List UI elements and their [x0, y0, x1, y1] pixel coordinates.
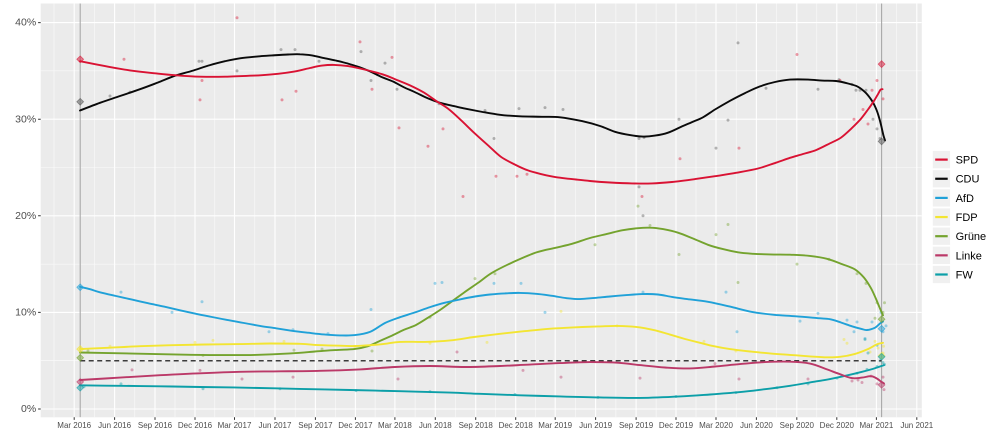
svg-text:Mar 2016: Mar 2016: [57, 421, 91, 430]
svg-text:0%: 0%: [21, 403, 36, 415]
svg-text:Jun 2019: Jun 2019: [579, 421, 612, 430]
svg-text:10%: 10%: [15, 307, 36, 319]
svg-text:20%: 20%: [15, 210, 36, 222]
svg-text:SPD: SPD: [956, 155, 979, 167]
svg-text:Mar 2017: Mar 2017: [218, 421, 252, 430]
svg-text:Jun 2021: Jun 2021: [900, 421, 933, 430]
svg-text:Grüne: Grüne: [956, 231, 987, 243]
svg-text:AfD: AfD: [956, 193, 974, 205]
svg-text:Dec 2020: Dec 2020: [820, 421, 855, 430]
svg-text:Sep 2020: Sep 2020: [780, 421, 815, 430]
svg-text:Dec 2018: Dec 2018: [499, 421, 534, 430]
svg-text:Mar 2019: Mar 2019: [538, 421, 572, 430]
svg-text:Sep 2017: Sep 2017: [298, 421, 333, 430]
svg-text:Dec 2017: Dec 2017: [338, 421, 373, 430]
svg-text:Jun 2016: Jun 2016: [98, 421, 131, 430]
svg-text:Linke: Linke: [956, 250, 982, 262]
svg-text:Jun 2020: Jun 2020: [740, 421, 773, 430]
svg-text:Sep 2019: Sep 2019: [619, 421, 654, 430]
svg-text:Mar 2020: Mar 2020: [699, 421, 733, 430]
svg-text:FDP: FDP: [956, 212, 978, 224]
svg-text:30%: 30%: [15, 113, 36, 125]
svg-text:Mar 2021: Mar 2021: [860, 421, 894, 430]
svg-text:40%: 40%: [15, 17, 36, 29]
svg-text:Dec 2016: Dec 2016: [178, 421, 213, 430]
svg-text:Jun 2018: Jun 2018: [419, 421, 452, 430]
svg-text:CDU: CDU: [956, 174, 980, 186]
svg-text:Sep 2018: Sep 2018: [459, 421, 494, 430]
svg-text:Dec 2019: Dec 2019: [659, 421, 694, 430]
svg-text:Sep 2016: Sep 2016: [138, 421, 173, 430]
svg-text:Jun 2017: Jun 2017: [259, 421, 292, 430]
svg-text:FW: FW: [956, 269, 974, 281]
svg-text:Mar 2018: Mar 2018: [378, 421, 412, 430]
